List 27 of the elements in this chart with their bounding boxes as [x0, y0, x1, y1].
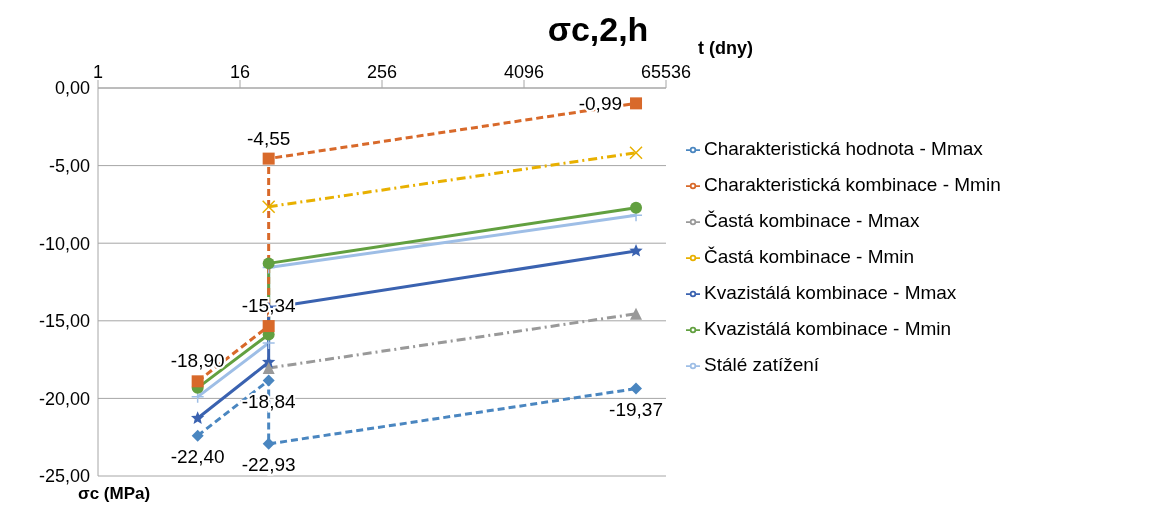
legend-label: Častá kombinace - Mmax — [704, 210, 920, 231]
legend-label: Kvazistálá kombinace - Mmin — [704, 318, 952, 339]
x-tick-label: 16 — [229, 62, 251, 82]
x-tick-label: 65536 — [640, 62, 692, 82]
legend-label: Kvazistálá kombinace - Mmax — [704, 282, 957, 303]
annotation: -19,37 — [609, 399, 663, 421]
y-axis-title: σc (MPa) — [78, 484, 151, 504]
y-tick-label: -20,00 — [38, 388, 90, 409]
y-tick-label: -25,00 — [38, 466, 90, 487]
legend-label: Charakteristická hodnota - Mmax — [704, 138, 983, 159]
annotation: -4,55 — [247, 127, 291, 149]
annotation: -22,93 — [241, 454, 296, 476]
x-tick-label: 4096 — [503, 62, 545, 82]
y-tick-label: -10,00 — [38, 233, 90, 254]
y-tick-label: 0,00 — [54, 78, 90, 99]
annotation: -0,99 — [578, 93, 623, 115]
y-tick-label: -15,00 — [38, 311, 90, 332]
legend-label: Charakteristická kombinace - Mmin — [704, 174, 1001, 195]
x-axis-title: t (dny) — [698, 38, 753, 59]
annotation: -22,40 — [170, 446, 225, 468]
legend-label: Častá kombinace - Mmin — [704, 246, 915, 267]
legend-label: Stálé zatížení — [704, 354, 820, 375]
x-tick-label: 1 — [92, 62, 104, 82]
y-tick-label: -5,00 — [48, 155, 90, 176]
chart-title: σc,2,h — [547, 10, 649, 48]
annotation: -18,90 — [170, 350, 225, 372]
x-tick-label: 256 — [366, 62, 398, 82]
